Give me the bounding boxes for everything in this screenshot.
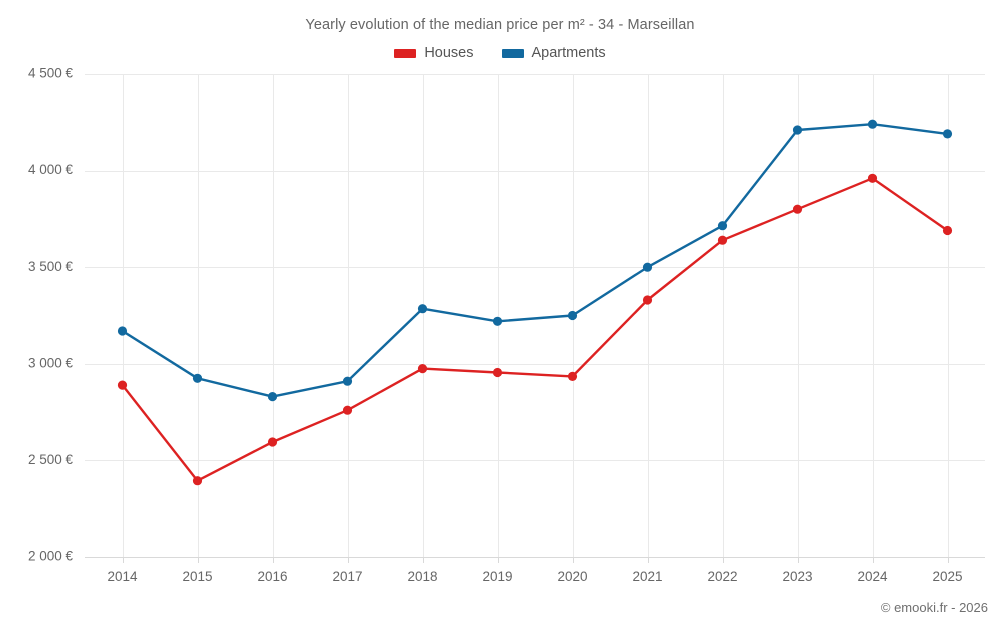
x-tick-label: 2015 xyxy=(182,569,212,584)
series-lines xyxy=(121,123,949,482)
y-tick-label: 4 000 € xyxy=(28,162,74,177)
data-point-apartments-2018[interactable] xyxy=(417,304,428,314)
data-point-houses-2016[interactable] xyxy=(267,437,278,447)
data-point-houses-2019[interactable] xyxy=(492,367,503,378)
data-point-apartments-2014[interactable] xyxy=(117,326,128,336)
data-point-apartments-2021[interactable] xyxy=(642,262,653,272)
y-tick-label: 4 500 € xyxy=(28,66,74,81)
data-point-houses-2023[interactable] xyxy=(792,204,803,214)
copyright-credit: © emooki.fr - 2026 xyxy=(880,600,988,615)
data-point-houses-2015[interactable] xyxy=(192,476,203,486)
y-tick-label: 3 500 € xyxy=(28,259,74,274)
data-point-apartments-2025[interactable] xyxy=(942,129,953,139)
x-tick-label: 2020 xyxy=(557,569,587,584)
x-tick-label: 2018 xyxy=(407,569,437,584)
data-point-houses-2022[interactable] xyxy=(717,235,728,245)
data-point-apartments-2015[interactable] xyxy=(192,373,203,383)
axis-lines xyxy=(85,557,985,563)
data-point-apartments-2023[interactable] xyxy=(792,125,803,135)
data-point-apartments-2017[interactable] xyxy=(342,376,353,386)
x-tick-label: 2024 xyxy=(857,569,888,584)
grid-lines xyxy=(85,74,985,558)
legend-swatch-houses xyxy=(394,48,417,58)
y-axis-tick-labels: 2 000 € 2 500 € 3 000 € 3 500 € 4 000 € 4 500… xyxy=(28,66,74,564)
x-tick-label: 2023 xyxy=(782,569,812,584)
x-tick-label: 2014 xyxy=(107,569,138,584)
data-point-houses-2024[interactable] xyxy=(867,173,878,183)
legend-swatch-apartments xyxy=(501,48,524,58)
data-point-apartments-2020[interactable] xyxy=(567,310,578,321)
chart-legend: Houses Apartments xyxy=(0,45,1000,61)
data-point-apartments-2016[interactable] xyxy=(267,392,278,402)
y-tick-label: 2 000 € xyxy=(28,549,74,564)
legend-item-apartments[interactable]: Apartments xyxy=(501,45,606,61)
y-tick-label: 2 500 € xyxy=(28,452,74,467)
chart-title: Yearly evolution of the median price per… xyxy=(305,17,695,33)
y-tick-label: 3 000 € xyxy=(28,355,74,370)
x-tick-label: 2016 xyxy=(257,569,287,584)
x-tick-label: 2021 xyxy=(632,569,662,584)
data-point-houses-2021[interactable] xyxy=(642,295,653,305)
legend-item-houses[interactable]: Houses xyxy=(394,45,474,61)
x-tick-label: 2022 xyxy=(707,569,737,584)
x-tick-label: 2017 xyxy=(332,569,362,584)
x-axis-tick-labels: 2014 2015 2016 2017 2018 2019 2020 2021 2022 2023… xyxy=(107,569,962,584)
x-tick-label: 2019 xyxy=(482,569,512,584)
data-point-houses-2014[interactable] xyxy=(117,380,128,390)
legend-label-apartments: Apartments xyxy=(531,45,606,61)
series-line-houses xyxy=(121,177,949,482)
data-point-apartments-2019[interactable] xyxy=(492,316,503,326)
data-point-houses-2017[interactable] xyxy=(342,405,353,415)
series-markers xyxy=(117,119,953,486)
x-tick-label: 2025 xyxy=(932,569,962,584)
data-point-apartments-2022[interactable] xyxy=(717,221,728,231)
data-point-apartments-2024[interactable] xyxy=(867,119,878,129)
data-point-houses-2020[interactable] xyxy=(567,371,578,381)
legend-label-houses: Houses xyxy=(424,45,474,61)
data-point-houses-2018[interactable] xyxy=(417,364,428,374)
series-line-apartments xyxy=(121,123,949,398)
data-point-houses-2025[interactable] xyxy=(942,225,953,236)
